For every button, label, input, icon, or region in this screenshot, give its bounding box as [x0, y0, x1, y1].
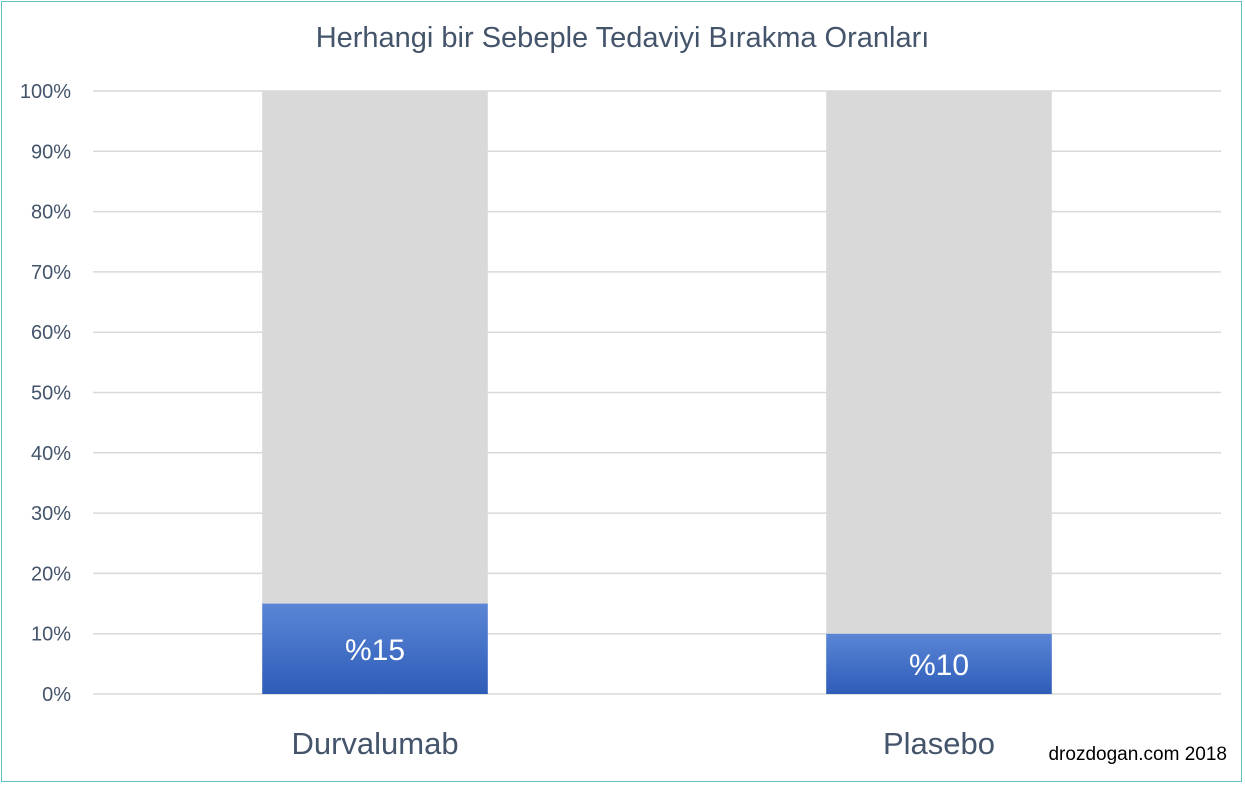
- bar-segment-remainder: [262, 91, 488, 604]
- bar-segment-primary: [262, 603, 488, 694]
- x-category-label: Durvalumab: [291, 726, 458, 761]
- y-tick-label: 50%: [31, 383, 71, 405]
- bars: %15 %10: [262, 91, 1052, 694]
- y-tick-label: 30%: [31, 503, 71, 525]
- y-tick-label: 70%: [31, 262, 71, 284]
- y-tick-label: 20%: [31, 563, 71, 585]
- y-axis: 0% 10% 20% 30% 40% 50% 60% 70% 80% 90% 100%: [20, 81, 71, 706]
- y-tick-label: 0%: [42, 684, 71, 706]
- x-category-label: Plasebo: [883, 726, 995, 761]
- y-tick-label: 90%: [31, 141, 71, 163]
- chart-title: Herhangi bir Sebeple Tedaviyi Bırakma Or…: [315, 22, 930, 54]
- x-axis: Durvalumab Plasebo: [291, 726, 995, 761]
- y-tick-label: 10%: [31, 624, 71, 646]
- bar-segment-primary: [826, 633, 1052, 694]
- data-label: %10: [909, 649, 969, 682]
- bar-segment-remainder: [826, 91, 1052, 634]
- data-label: %15: [345, 634, 405, 667]
- y-tick-label: 60%: [31, 322, 71, 344]
- y-tick-label: 40%: [31, 443, 71, 465]
- y-tick-label: 80%: [31, 202, 71, 224]
- y-tick-label: 100%: [20, 81, 71, 103]
- watermark: drozdogan.com 2018: [1048, 744, 1227, 765]
